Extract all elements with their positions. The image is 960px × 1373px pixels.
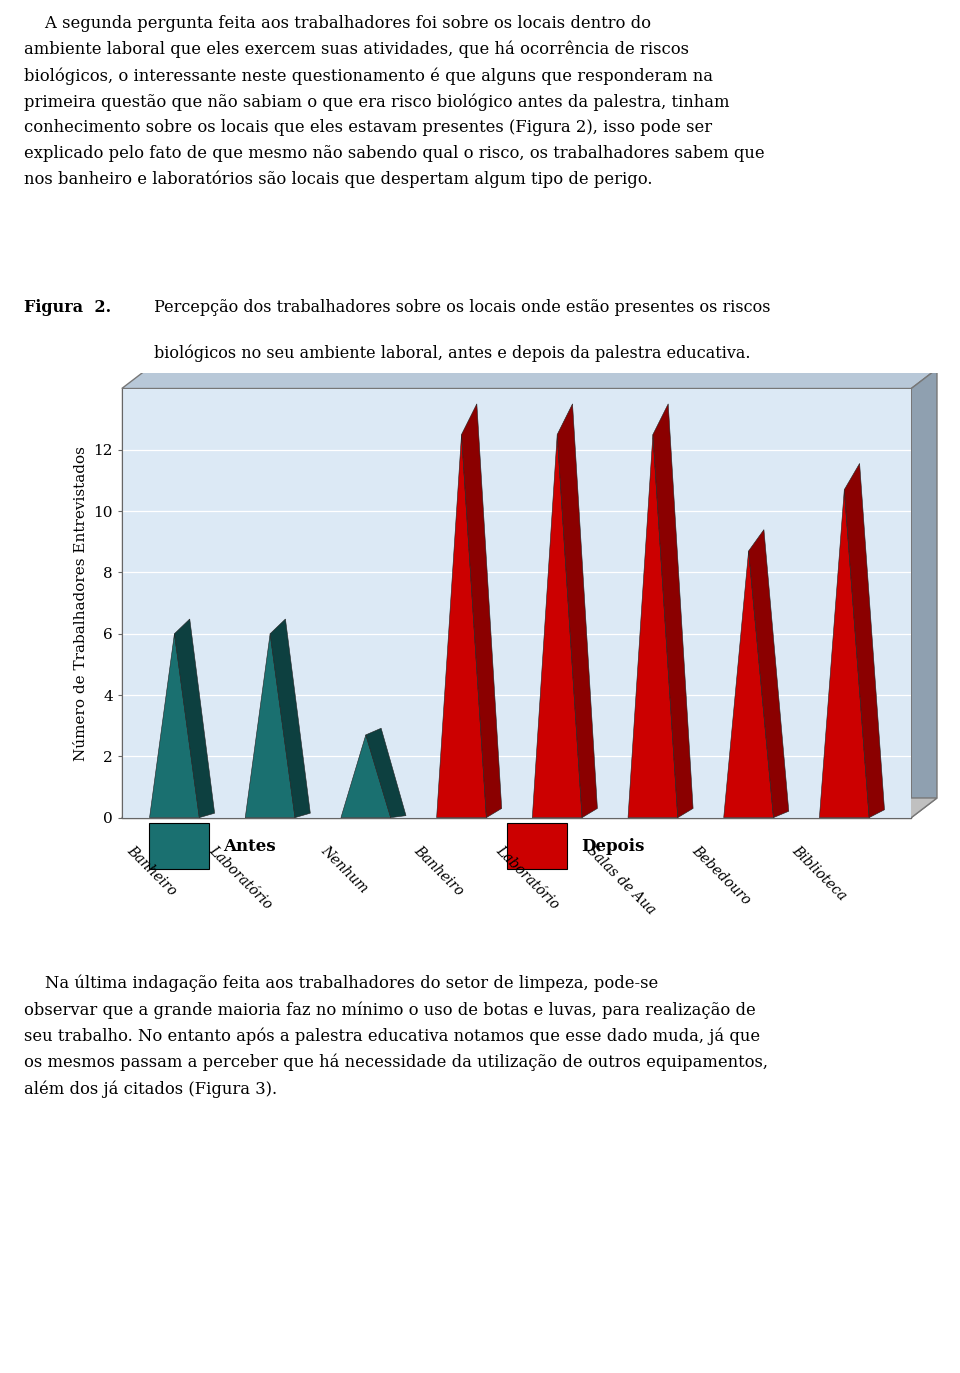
Text: Na última indagação feita aos trabalhadores do setor de limpeza, pode-se
observa: Na última indagação feita aos trabalhado… bbox=[24, 975, 768, 1097]
Polygon shape bbox=[437, 434, 487, 817]
Text: Nenhum: Nenhum bbox=[318, 843, 371, 897]
Polygon shape bbox=[911, 369, 937, 817]
Text: Laboratório: Laboratório bbox=[206, 843, 275, 912]
Polygon shape bbox=[749, 530, 789, 817]
Polygon shape bbox=[628, 434, 678, 817]
Polygon shape bbox=[341, 735, 391, 817]
Polygon shape bbox=[533, 434, 582, 817]
Text: Banheiro: Banheiro bbox=[124, 843, 180, 899]
FancyBboxPatch shape bbox=[122, 389, 911, 817]
Text: A segunda pergunta feita aos trabalhadores foi sobre os locais dentro do
ambient: A segunda pergunta feita aos trabalhador… bbox=[24, 15, 764, 188]
Polygon shape bbox=[270, 619, 310, 817]
Text: Biblioteca: Biblioteca bbox=[789, 843, 849, 903]
Bar bbox=[507, 822, 567, 869]
Polygon shape bbox=[150, 634, 200, 817]
Polygon shape bbox=[366, 728, 406, 817]
Polygon shape bbox=[844, 464, 884, 817]
Polygon shape bbox=[557, 404, 597, 817]
Text: Figura  2.: Figura 2. bbox=[24, 298, 111, 316]
Text: Depois: Depois bbox=[581, 838, 644, 854]
Y-axis label: Número de Trabalhadores Entrevistados: Número de Trabalhadores Entrevistados bbox=[74, 446, 87, 761]
Text: Bebedouro: Bebedouro bbox=[689, 843, 754, 908]
Text: Laboratório: Laboratório bbox=[493, 843, 562, 912]
Polygon shape bbox=[462, 404, 502, 817]
Text: Percepção dos trabalhadores sobre os locais onde estão presentes os riscos: Percepção dos trabalhadores sobre os loc… bbox=[149, 298, 770, 316]
Text: Salas de Aua: Salas de Aua bbox=[584, 843, 658, 917]
Text: biológicos no seu ambiente laboral, antes e depois da palestra educativa.: biológicos no seu ambiente laboral, ante… bbox=[154, 345, 750, 361]
Polygon shape bbox=[653, 404, 693, 817]
Polygon shape bbox=[245, 634, 295, 817]
Text: Antes: Antes bbox=[223, 838, 276, 854]
Polygon shape bbox=[175, 619, 215, 817]
Polygon shape bbox=[122, 369, 937, 389]
Polygon shape bbox=[820, 490, 869, 817]
Polygon shape bbox=[724, 551, 774, 817]
Text: Banheiro: Banheiro bbox=[411, 843, 467, 899]
Bar bbox=[150, 822, 209, 869]
Polygon shape bbox=[122, 798, 937, 817]
